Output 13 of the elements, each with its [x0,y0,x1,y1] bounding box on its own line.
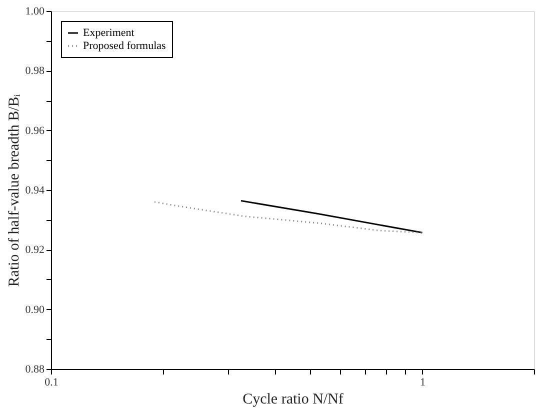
x-tick-label: 1 [420,376,426,388]
x-axis-title: Cycle ratio N/Nf [242,392,344,408]
y-tick-label: 0.96 [25,124,45,137]
y-tick-label: 0.98 [25,65,45,78]
y-tick-label: 0.88 [25,364,45,376]
legend-label: Proposed formulas [83,40,166,52]
x-tick-label: 0.1 [44,376,58,388]
y-axis-title: Ratio of half-value breadth B/Bᵢ [6,94,22,287]
y-tick-label: 0.92 [25,244,44,256]
y-tick-label: 0.90 [25,304,45,316]
y-tick-label: 1.00 [25,6,45,18]
y-tick-label: 0.94 [25,184,45,196]
legend-label: Experiment [83,27,134,39]
